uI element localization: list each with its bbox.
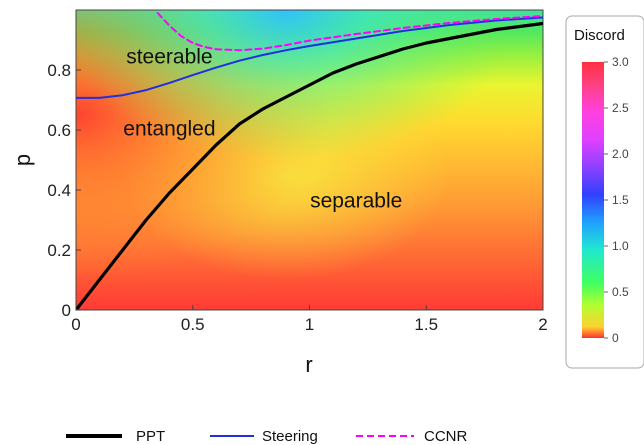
colorbar-box [565, 15, 644, 369]
x-tick-label: 1 [305, 315, 314, 334]
colorbar-tick-label: 0.5 [612, 285, 629, 299]
colorbar-ticks: 0 0.5 1.0 1.5 2.0 2.5 3.0 [604, 55, 629, 345]
colorbar: Discord 0 0.5 1.0 1.5 2.0 2.5 3.0 [565, 15, 644, 369]
curve-layer [76, 12, 543, 310]
legend-label-ppt: PPT [136, 428, 165, 445]
x-axis-title: r [305, 352, 312, 377]
x-axis-ticks: 0 0.5 1 1.5 2 [71, 305, 548, 334]
colorbar-tick-label: 2.0 [612, 147, 629, 161]
region-labels: steerable entangled separable [123, 46, 402, 213]
x-tick-label: 1.5 [414, 315, 438, 334]
x-tick-label: 2 [538, 315, 547, 334]
y-tick-label: 0 [62, 301, 71, 320]
region-label-steerable: steerable [126, 46, 212, 69]
legend-label-ccnr: CCNR [424, 428, 467, 445]
heatmap-field [76, 10, 543, 310]
legend-label-steering: Steering [262, 428, 318, 445]
colorbar-title: Discord [574, 27, 625, 44]
region-label-entangled: entangled [123, 118, 215, 141]
colorbar-tick-label: 1.5 [612, 193, 629, 207]
series-line-ppt [76, 21, 543, 310]
x-tick-label: 0 [71, 315, 80, 334]
region-label-separable: separable [310, 190, 402, 213]
y-tick-label: 0.2 [47, 241, 71, 260]
colorbar-tick-label: 2.5 [612, 101, 629, 115]
y-axis-ticks: 0 0.2 0.4 0.6 0.8 [47, 61, 81, 320]
y-axis-title: p [10, 154, 35, 166]
y-tick-label: 0.4 [47, 181, 71, 200]
y-tick-label: 0.8 [47, 61, 71, 80]
series-line-steering [76, 16, 543, 99]
y-tick-label: 0.6 [47, 121, 71, 140]
colorbar-tick-label: 0 [612, 331, 619, 345]
colorbar-tick-label: 3.0 [612, 55, 629, 69]
legend: PPT Steering CCNR [66, 428, 467, 445]
colorbar-gradient [582, 62, 604, 338]
x-tick-label: 0.5 [181, 315, 205, 334]
colorbar-tick-label: 1.0 [612, 239, 629, 253]
series-line-ccnr [156, 12, 543, 52]
